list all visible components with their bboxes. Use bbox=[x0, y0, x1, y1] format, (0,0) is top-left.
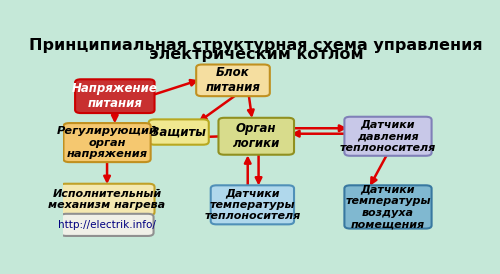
FancyBboxPatch shape bbox=[60, 184, 154, 215]
FancyBboxPatch shape bbox=[344, 185, 432, 229]
FancyBboxPatch shape bbox=[64, 123, 150, 162]
Text: Орган
логики: Орган логики bbox=[232, 122, 280, 150]
FancyBboxPatch shape bbox=[196, 64, 270, 96]
Text: http://electrik.info/: http://electrik.info/ bbox=[58, 220, 156, 230]
Text: Датчики
давления
теплоносителя: Датчики давления теплоносителя bbox=[340, 120, 436, 153]
Text: Защиты: Защиты bbox=[152, 125, 206, 139]
FancyBboxPatch shape bbox=[148, 119, 209, 145]
FancyBboxPatch shape bbox=[60, 214, 154, 236]
Text: Датчики
температуры
теплоносителя: Датчики температуры теплоносителя bbox=[204, 188, 300, 221]
Text: Регулирующий
орган
напряжения: Регулирующий орган напряжения bbox=[56, 126, 158, 159]
FancyBboxPatch shape bbox=[75, 79, 154, 113]
FancyBboxPatch shape bbox=[210, 185, 294, 224]
Text: Принципиальная структурная схема управления: Принципиальная структурная схема управле… bbox=[30, 38, 483, 53]
Text: Исполнительный
механизм нагрева: Исполнительный механизм нагрева bbox=[48, 189, 166, 210]
FancyBboxPatch shape bbox=[344, 117, 432, 156]
Text: Датчики
температуры
воздуха
помещения: Датчики температуры воздуха помещения bbox=[345, 184, 431, 229]
FancyBboxPatch shape bbox=[218, 118, 294, 155]
Text: Блок
питания: Блок питания bbox=[206, 66, 260, 94]
Text: Напряжение
питания: Напряжение питания bbox=[72, 82, 158, 110]
Text: электрическим котлом: электрическим котлом bbox=[149, 47, 364, 62]
